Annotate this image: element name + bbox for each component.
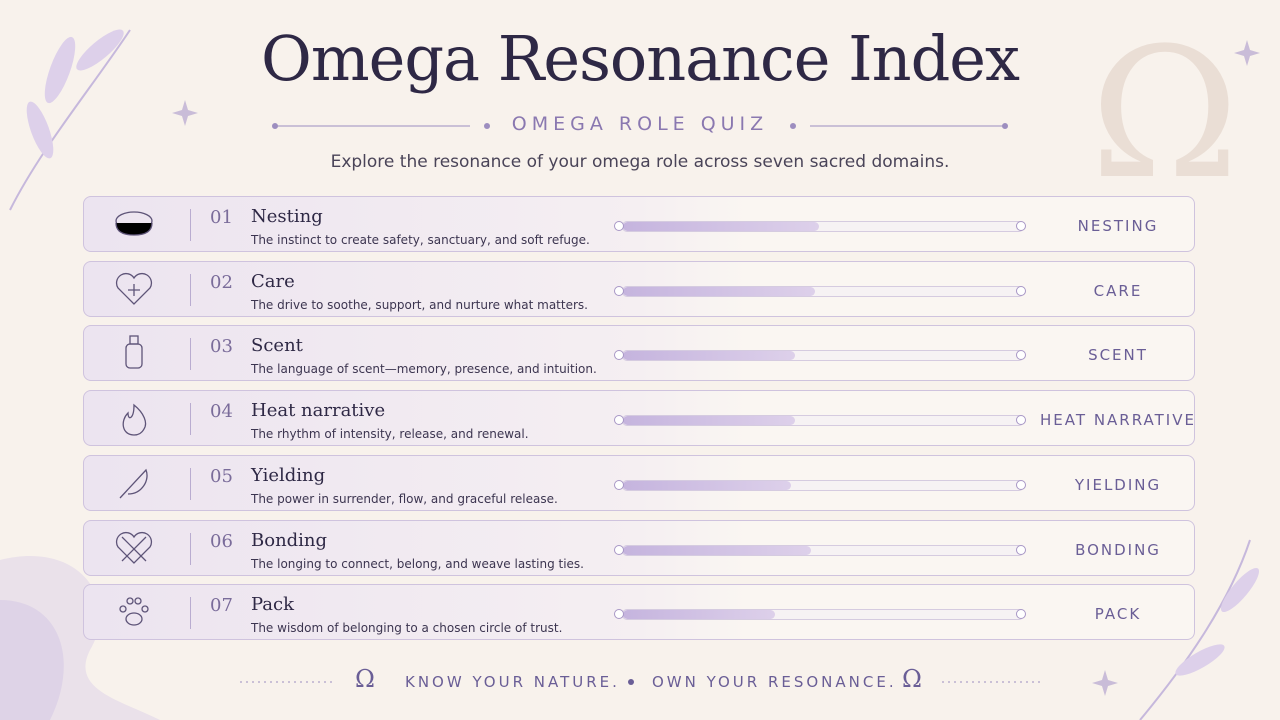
row-number: 03	[210, 336, 233, 358]
description: Explore the resonance of your omega role…	[330, 152, 950, 172]
progress-fill	[623, 610, 775, 620]
row: 01 Nesting The instinct to create safety, …	[83, 196, 1195, 252]
track-end	[614, 350, 624, 361]
progress-track	[622, 221, 1024, 232]
row-name: Heat narrative	[251, 400, 386, 422]
progress-fill	[623, 222, 819, 231]
row-name: Scent	[251, 335, 303, 357]
row-description: The drive to soothe, support, and nurtur…	[251, 297, 588, 312]
progress-fill	[623, 416, 795, 426]
row-name: Bonding	[251, 529, 328, 551]
progress-fill	[623, 545, 811, 555]
progress-track	[622, 350, 1024, 362]
row-label: CARE	[1093, 281, 1143, 300]
track-end	[614, 285, 624, 296]
row: 03 Scent The language of scent—memory, pre…	[83, 325, 1195, 382]
track-end	[1016, 479, 1026, 490]
omega-watermark: Ω	[1090, 10, 1240, 219]
row-description: The rhythm of intensity, release, and re…	[251, 427, 529, 442]
progress-fill	[623, 480, 791, 490]
progress-fill	[623, 286, 815, 296]
footer-left: KNOW YOUR NATURE.	[405, 673, 620, 691]
row-number: 04	[210, 401, 233, 423]
icon	[125, 335, 143, 370]
row-name: Pack	[251, 594, 295, 616]
row-description: The language of scent—memory, presence, …	[251, 362, 597, 377]
row-name: Yielding	[251, 464, 326, 486]
track-end	[614, 415, 624, 426]
separator	[190, 209, 191, 241]
row-label: HEAT NARRATIVE	[1040, 411, 1196, 430]
row-number: 02	[210, 271, 233, 293]
track-end	[1016, 415, 1026, 426]
separator	[190, 532, 191, 565]
row-label: NESTING	[1077, 217, 1159, 235]
row-name: Nesting	[251, 206, 323, 227]
separator	[190, 597, 191, 630]
icon	[115, 272, 153, 305]
separator	[190, 467, 191, 500]
row-description: The instinct to create safety, sanctuary…	[251, 233, 590, 247]
track-end	[1016, 285, 1026, 296]
row-number: 01	[210, 207, 233, 228]
progress-fill	[623, 351, 795, 361]
icon	[122, 403, 147, 436]
row: 02 Care The drive to soothe, support, and …	[83, 260, 1195, 317]
icon	[119, 597, 149, 626]
omega-icon: Ω	[355, 665, 375, 693]
track-end	[1016, 544, 1026, 555]
row-number: 07	[210, 595, 233, 617]
separator	[190, 273, 191, 306]
separator	[190, 403, 191, 436]
track-end	[614, 609, 624, 620]
row-number: 05	[210, 465, 233, 487]
progress-track	[622, 609, 1024, 621]
icon	[115, 531, 153, 564]
row-description: The power in surrender, flow, and gracef…	[251, 491, 558, 506]
progress-track	[622, 285, 1024, 297]
row-label: PACK	[1094, 605, 1142, 624]
track-end	[1016, 350, 1026, 361]
icon	[115, 211, 153, 236]
row-description: The wisdom of belonging to a chosen circ…	[251, 621, 563, 636]
row: 04 Heat narrative The rhythm of intensity,…	[83, 390, 1196, 447]
row-name: Care	[251, 270, 295, 292]
row-label: SCENT	[1088, 346, 1148, 365]
row-label: YIELDING	[1074, 475, 1162, 494]
track-end	[614, 479, 624, 490]
track-end	[1016, 221, 1026, 231]
track-end	[614, 221, 624, 231]
title: Omega Resonance Index	[261, 22, 1020, 95]
progress-track	[622, 479, 1024, 491]
track-end	[614, 544, 624, 555]
footer-right: OWN YOUR RESONANCE.	[652, 673, 897, 691]
row-description: The longing to connect, belong, and weav…	[251, 556, 584, 571]
row-number: 06	[210, 530, 233, 552]
subtitle: OMEGA ROLE QUIZ	[511, 113, 769, 135]
icon	[119, 468, 148, 499]
row-label: BONDING	[1075, 540, 1161, 559]
omega-icon: Ω	[902, 665, 922, 693]
row: 05 Yielding The power in surrender, flow, …	[83, 454, 1195, 511]
progress-track	[622, 544, 1024, 556]
track-end	[1016, 609, 1026, 620]
row: 06 Bonding The longing to connect, belong,…	[83, 519, 1195, 576]
progress-track	[622, 415, 1024, 427]
row: 07 Pack The wisdom of belonging to a chose…	[83, 584, 1195, 641]
separator	[190, 338, 191, 371]
